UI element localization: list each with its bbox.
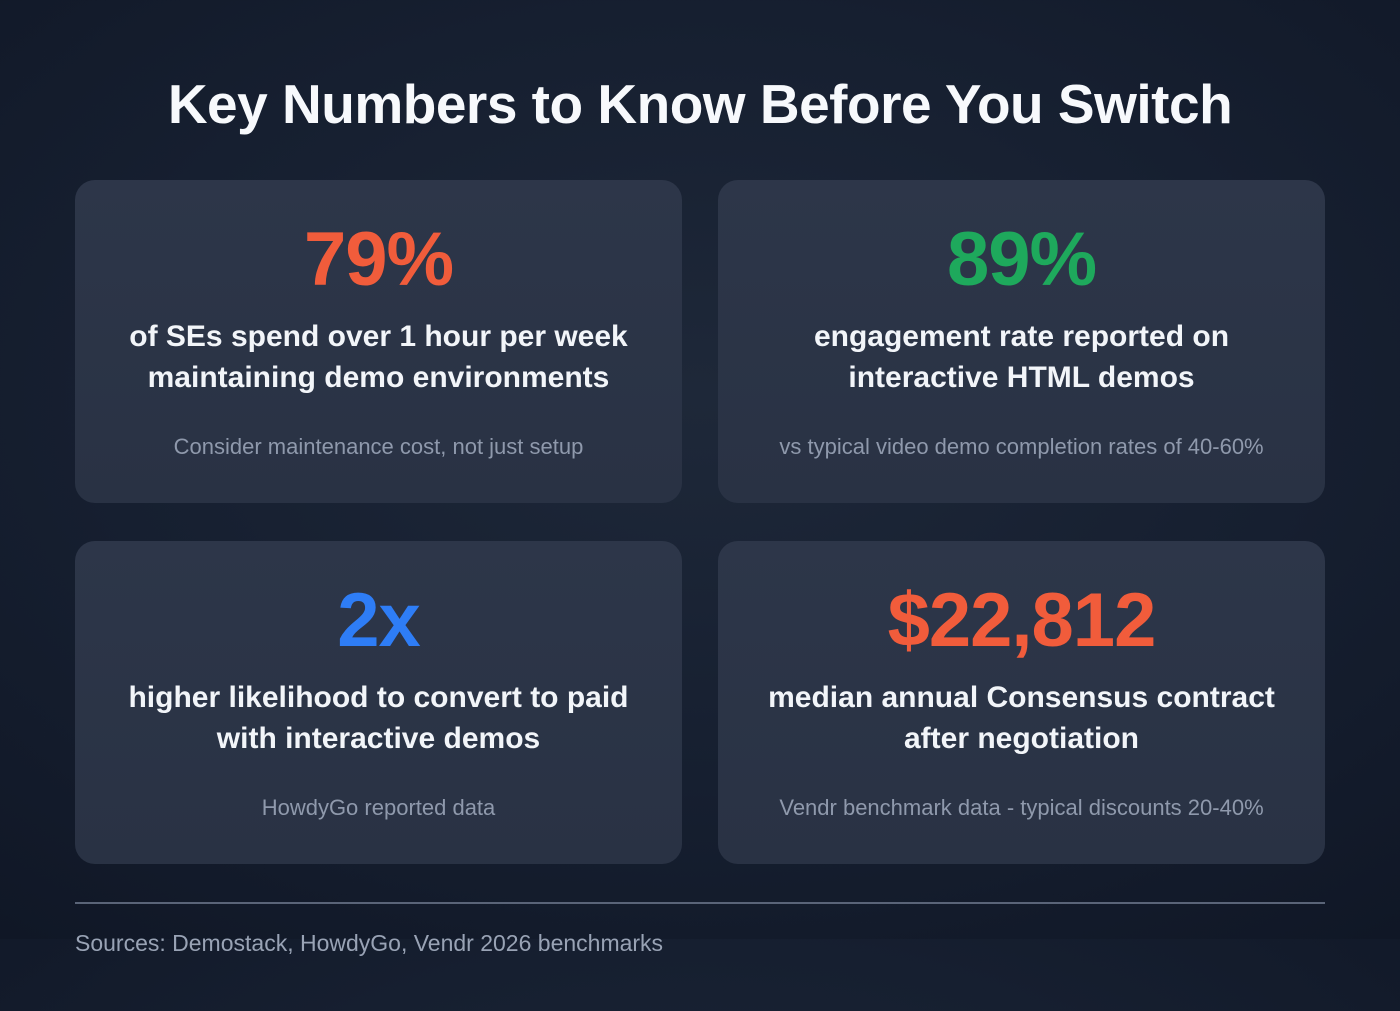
stat-label: higher likelihood to convert to paid wit… (128, 680, 629, 756)
sources-text: Sources: Demostack, HowdyGo, Vendr 2026 … (75, 930, 664, 957)
stat-card-grid: 79% of SEs spend over 1 hour per week ma… (75, 180, 1325, 865)
stat-card-contract-value: $22,812 median annual Consensus contract… (718, 541, 1325, 865)
page-title: Key Numbers to Know Before You Switch (167, 73, 1233, 135)
stat-value: 89% (946, 217, 1097, 302)
stat-label: median annual Consensus contract after n… (768, 680, 1275, 756)
footer: Sources: Demostack, HowdyGo, Vendr 2026 … (75, 902, 1325, 957)
stat-value: 2x (337, 578, 421, 664)
divider (75, 902, 1325, 905)
stat-value: $22,812 (887, 578, 1157, 664)
stat-card-maintenance: 79% of SEs spend over 1 hour per week ma… (75, 180, 682, 504)
stat-note: Vendr benchmark data - typical discounts… (779, 794, 1264, 820)
stat-note: HowdyGo reported data (261, 794, 496, 820)
stat-label: of SEs spend over 1 hour per week mainta… (129, 319, 628, 395)
stat-label: engagement rate reported on interactive … (813, 319, 1230, 395)
stat-card-engagement: 89% engagement rate reported on interact… (718, 180, 1325, 504)
stat-value: 79% (303, 217, 454, 302)
stat-note: Consider maintenance cost, not just setu… (173, 433, 584, 459)
stat-note: vs typical video demo completion rates o… (779, 433, 1264, 459)
stat-card-conversion: 2x higher likelihood to convert to paid … (75, 541, 682, 865)
infographic: Key Numbers to Know Before You Switch 79… (0, 72, 1400, 957)
